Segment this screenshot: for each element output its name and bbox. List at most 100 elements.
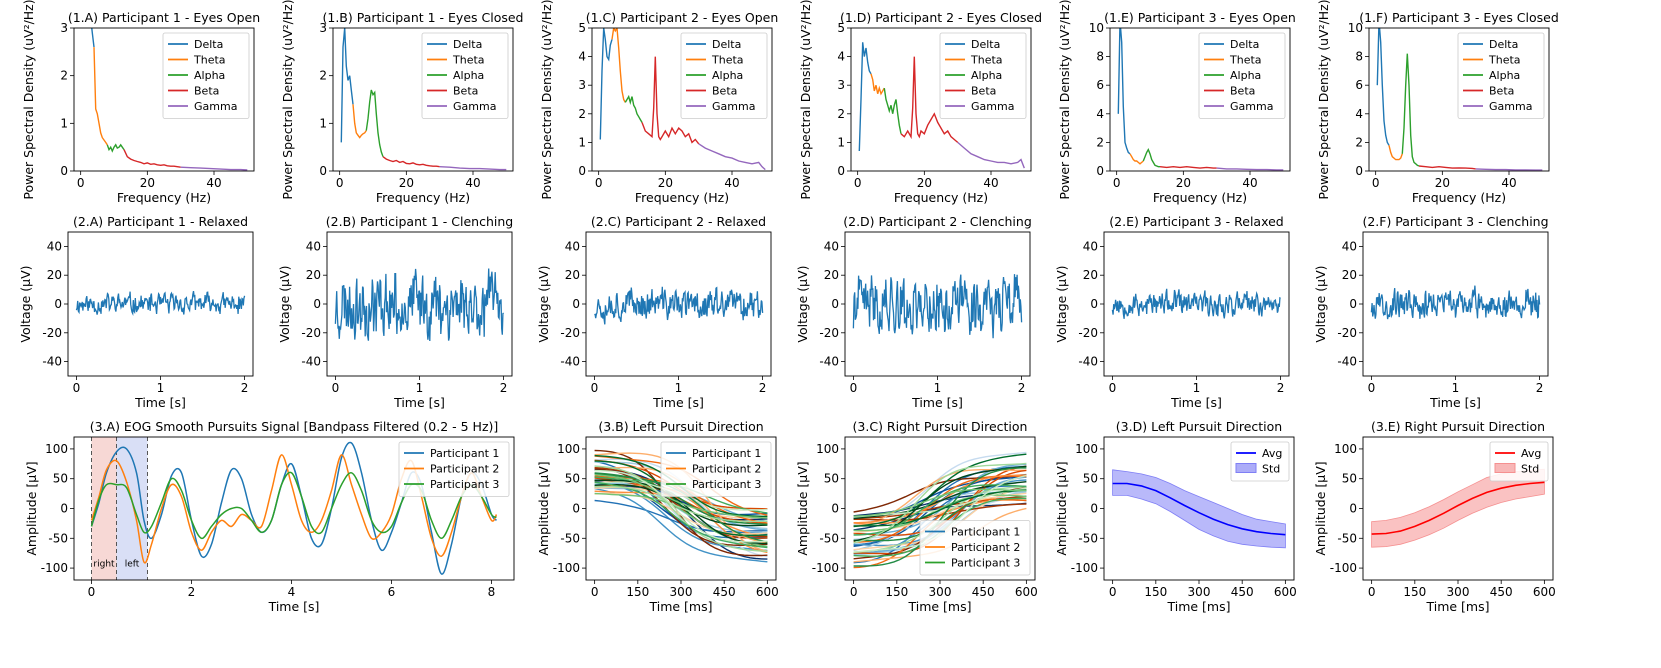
series-line-theta (870, 73, 885, 96)
y-tick-label: 0 (1090, 297, 1098, 311)
x-tick-label: 600 (1533, 585, 1556, 599)
y-tick-label: -50 (1337, 531, 1357, 545)
y-tick-label: -40 (42, 355, 62, 369)
x-tick-label: 20 (1435, 176, 1450, 190)
x-tick-label: 0 (591, 585, 599, 599)
x-tick-label: 8 (488, 585, 496, 599)
x-tick-label: 600 (1274, 585, 1297, 599)
x-tick-label: 150 (1144, 585, 1167, 599)
series-line-delta (91, 28, 95, 48)
plot-area (599, 28, 766, 171)
y-tick-label: 0 (1349, 297, 1357, 311)
legend-entry: Delta (1489, 38, 1518, 51)
signal-trace (594, 286, 764, 325)
x-axis-label: Time [s] (134, 395, 186, 410)
y-tick-label: 0 (1349, 502, 1357, 516)
legend-entry: Alpha (1489, 69, 1520, 82)
signal-trace (334, 268, 505, 342)
legend-entry: Std (1262, 463, 1280, 476)
y-axis-label: Amplitude [µV] (1054, 461, 1069, 555)
legend-entry: Participant 3 (692, 478, 761, 491)
legend-entry: Theta (970, 54, 1003, 67)
trial-trace (594, 460, 768, 536)
plot-area (1370, 285, 1541, 320)
legend-box (919, 520, 1031, 576)
y-tick-label: 1 (60, 116, 68, 130)
plot-area (75, 290, 246, 317)
x-tick-label: 40 (724, 176, 739, 190)
y-tick-label: 2 (319, 69, 327, 83)
x-tick-label: 0 (1368, 381, 1376, 395)
y-tick-label: 5 (578, 21, 586, 35)
band-label: left (125, 559, 140, 569)
y-tick-label: -50 (48, 531, 68, 545)
chart-panel-2B: (2.B) Participant 1 - Clenching Time [s] V… (277, 214, 513, 410)
y-tick-label: 50 (824, 472, 839, 486)
legend-entry: Delta (194, 38, 223, 51)
plot-area (1117, 28, 1284, 171)
x-tick-label: 450 (713, 585, 736, 599)
series-line-gamma (180, 166, 248, 171)
chart-title: (3.D) Left Pursuit Direction (1116, 419, 1282, 434)
x-tick-label: 40 (983, 176, 998, 190)
std-band (1112, 469, 1286, 549)
plot-area (852, 274, 1023, 339)
y-tick-label: 0 (837, 164, 845, 178)
legend-entry: Gamma (712, 100, 755, 113)
signal-trace (1111, 288, 1281, 319)
y-tick-label: 0 (578, 164, 586, 178)
legend-entry: Gamma (1489, 100, 1532, 113)
x-tick-label: 300 (670, 585, 693, 599)
x-tick-label: 20 (140, 176, 155, 190)
legend-entry: Theta (711, 54, 744, 67)
plot-area (90, 437, 498, 580)
y-tick-label: 50 (1342, 472, 1357, 486)
x-tick-label: 600 (756, 585, 779, 599)
series-line-alpha (624, 94, 643, 123)
x-tick-label: 0 (73, 381, 81, 395)
axes-frame (585, 436, 777, 581)
x-tick-label: 2 (1018, 381, 1026, 395)
band-label: right (93, 559, 115, 569)
chart-title: (2.D) Participant 2 - Clenching (843, 214, 1032, 229)
chart-panel-3E: Avg Std (3.E) Right Pursuit Direction Time … (1313, 419, 1556, 614)
x-axis-label: Time [s] (1170, 395, 1222, 410)
y-tick-label: 2 (1355, 135, 1363, 149)
chart-panel-1F: Delta Theta Alpha Beta Gamma (1.F) Participan… (1316, 0, 1559, 205)
y-axis-label: Power Spectral Density (uV²/Hz) (1316, 0, 1331, 200)
avg-line (1371, 481, 1545, 535)
y-axis-label: Power Spectral Density (uV²/Hz) (1057, 0, 1072, 200)
trial-trace (853, 489, 1027, 527)
axes-frame (73, 27, 255, 172)
y-tick-label: 40 (824, 239, 839, 253)
x-axis-label: Time [ms] (907, 599, 971, 614)
y-tick-label: 100 (816, 442, 839, 456)
y-tick-label: -100 (553, 561, 580, 575)
y-tick-label: 10 (1089, 21, 1104, 35)
legend-entry: Avg (1262, 447, 1282, 460)
series-line-beta (382, 156, 440, 168)
legend-box (1457, 32, 1545, 119)
y-tick-label: 6 (1096, 78, 1104, 92)
y-tick-label: 6 (1355, 78, 1363, 92)
series-line-beta (123, 149, 181, 168)
series-line-delta (340, 28, 354, 143)
plot-area (1112, 469, 1286, 549)
series-line-beta (900, 56, 959, 143)
x-tick-label: 40 (1242, 176, 1257, 190)
trial-trace (594, 474, 768, 519)
legend-entry: Theta (1488, 54, 1521, 67)
legend-entry: Beta (1230, 85, 1255, 98)
y-tick-label: 3 (837, 78, 845, 92)
signal-trace (75, 290, 246, 317)
x-axis-label: Time [s] (652, 395, 704, 410)
axes-frame (1103, 436, 1295, 581)
chart-title: (1.E) Participant 3 - Eyes Open (1104, 10, 1296, 25)
x-tick-label: 450 (1231, 585, 1254, 599)
plot-area (334, 268, 505, 342)
chart-title: (3.A) EOG Smooth Pursuits Signal [Bandpa… (90, 419, 499, 434)
series-line-beta (1418, 165, 1476, 170)
x-tick-label: 2 (1536, 381, 1544, 395)
y-tick-label: -100 (812, 561, 839, 575)
